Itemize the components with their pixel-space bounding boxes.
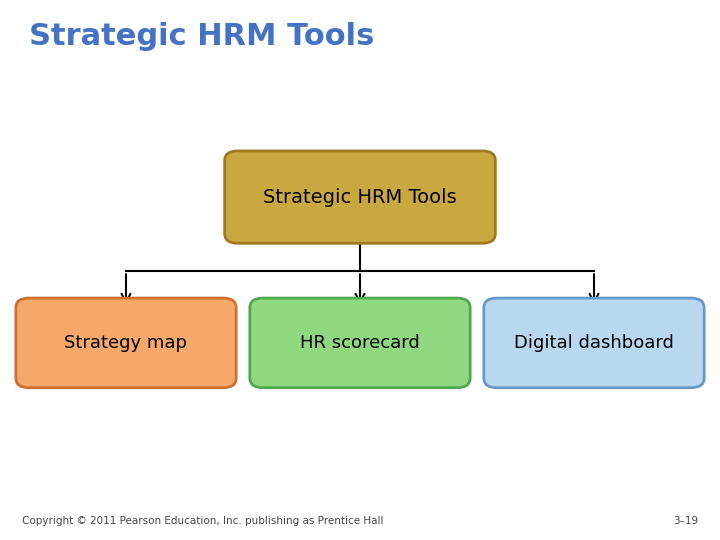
- Text: 3–19: 3–19: [673, 516, 698, 526]
- Text: Digital dashboard: Digital dashboard: [514, 334, 674, 352]
- Text: Strategy map: Strategy map: [65, 334, 187, 352]
- FancyBboxPatch shape: [484, 298, 704, 388]
- Text: HR scorecard: HR scorecard: [300, 334, 420, 352]
- FancyBboxPatch shape: [225, 151, 495, 243]
- Text: Strategic HRM Tools: Strategic HRM Tools: [263, 187, 457, 207]
- FancyBboxPatch shape: [16, 298, 236, 388]
- Text: Copyright © 2011 Pearson Education, Inc. publishing as Prentice Hall: Copyright © 2011 Pearson Education, Inc.…: [22, 516, 383, 526]
- FancyBboxPatch shape: [250, 298, 470, 388]
- Text: Strategic HRM Tools: Strategic HRM Tools: [29, 22, 374, 51]
